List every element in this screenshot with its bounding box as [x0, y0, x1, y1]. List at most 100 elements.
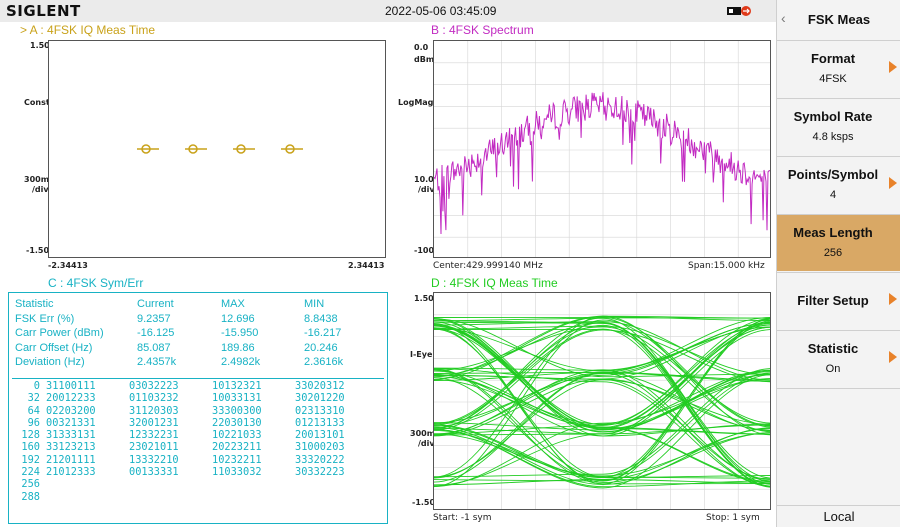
panel-b-y-label-scale: LogMag [398, 98, 434, 107]
eye-trace [434, 424, 770, 479]
eye-trace [434, 429, 770, 479]
eye-trace [434, 368, 770, 487]
eye-trace [434, 374, 770, 480]
symbol-group: 03032223 [129, 380, 179, 392]
spectrum-center-frequency: Center:429.999140 MHz [433, 261, 543, 271]
stat-max: 12.696 [221, 312, 255, 325]
symbol-group: 20223211 [212, 441, 262, 454]
constellation-plot[interactable] [48, 40, 386, 258]
symbol-group: 12332231 [129, 429, 179, 442]
eye-trace [434, 325, 770, 433]
panel-a-y-label-scale: Const [24, 98, 50, 107]
symbol-group: 31000203 [295, 441, 345, 454]
constellation-svg [137, 144, 303, 154]
stat-name: FSK Err (%) [15, 312, 75, 325]
symbol-group: 10132321 [212, 380, 262, 392]
stat-max: 189.86 [221, 341, 255, 354]
panel-d-y-top: 1.50 [414, 294, 434, 303]
panel-c-title: C : 4FSK Sym/Err [48, 276, 144, 290]
menu-header[interactable]: ‹ FSK Meas [777, 0, 900, 40]
softkey-statistic[interactable]: Statistic On [777, 330, 900, 387]
panel-a-y-label-div: 300m [24, 175, 50, 184]
eye-trace [434, 318, 770, 435]
eye-trace [434, 324, 770, 488]
symbol-group: 21201111 [46, 453, 96, 466]
eye-trace [434, 318, 770, 378]
softkey-meas-length[interactable]: Meas Length 256 [777, 214, 900, 271]
status-local: Local [777, 505, 900, 527]
chevron-left-icon[interactable]: ‹ [781, 10, 786, 26]
eye-trace [434, 371, 770, 381]
symbol-group: 10033131 [212, 392, 262, 405]
symbol-group: 22030130 [212, 416, 262, 429]
arrow-right-icon [889, 177, 897, 189]
symbol-index: 160 [21, 441, 40, 454]
eye-trace [434, 378, 770, 487]
symbol-group: 33320222 [295, 453, 345, 466]
panel-a-title: > A : 4FSK IQ Meas Time [20, 23, 156, 37]
softkey-points-per-symbol[interactable]: Points/Symbol 4 [777, 156, 900, 213]
symbol-index: 32 [27, 392, 40, 405]
stat-name: Carr Offset (Hz) [15, 341, 93, 354]
symbol-group: 21012333 [46, 466, 96, 479]
stat-header-current: Current [137, 298, 174, 310]
spectrum-trace [434, 92, 770, 235]
panel-d-eye-diagram[interactable]: D : 4FSK IQ Meas Time 1.50 I-Eye 300m /d… [388, 274, 776, 527]
softkey-empty [777, 388, 900, 505]
symbol-group: 10232211 [212, 453, 262, 466]
softkey-menu: ‹ FSK Meas Format 4FSK Symbol Rate 4.8 k… [776, 0, 900, 527]
softkey-value: 4 [829, 189, 837, 201]
arrow-right-icon [889, 351, 897, 363]
symbol-group: 02203200 [46, 404, 96, 417]
symbol-group: 11033032 [212, 466, 262, 479]
top-status-bar: SIGLENT 2022-05-06 03:45:09 [0, 0, 776, 22]
symbol-group: 32001231 [129, 416, 179, 429]
eye-trace [434, 370, 770, 483]
eye-diagram-plot[interactable] [433, 292, 771, 510]
panel-a-y-label-unit: /div [32, 185, 49, 194]
softkey-symbol-rate[interactable]: Symbol Rate 4.8 ksps [777, 98, 900, 155]
panel-d-title: D : 4FSK IQ Meas Time [431, 276, 558, 290]
softkey-value: On [825, 363, 841, 375]
stat-current: 85.087 [137, 341, 171, 354]
panel-d-y-bottom: -1.50 [412, 498, 436, 507]
panel-a-x-right: 2.34413 [348, 261, 385, 270]
symbol-index: 192 [21, 453, 40, 466]
spectrum-svg [434, 41, 770, 257]
symbol-group: 01213133 [295, 416, 345, 429]
panel-b-spectrum[interactable]: B : 4FSK Spectrum 0.0 dBm LogMag 10.0 /d… [388, 22, 776, 290]
softkey-format[interactable]: Format 4FSK [777, 40, 900, 97]
spectrum-plot[interactable] [433, 40, 771, 258]
panel-a-x-left: -2.34413 [48, 261, 88, 270]
symbol-group: 31333131 [46, 429, 96, 442]
symbol-group: 30201220 [295, 392, 345, 405]
panel-c-sym-err[interactable]: C : 4FSK Sym/Err [0, 274, 388, 527]
stat-current: -16.125 [137, 327, 175, 339]
eye-start: Start: -1 sym [433, 513, 492, 523]
menu-title: FSK Meas [807, 12, 871, 27]
panel-a-y-bottom: -1.50 [26, 246, 50, 255]
eye-trace [434, 425, 770, 480]
panel-b-title: B : 4FSK Spectrum [431, 23, 534, 37]
eye-trace [434, 372, 770, 427]
softkey-label: Symbol Rate [793, 109, 873, 124]
symbol-group: 33300300 [212, 404, 262, 417]
panel-b-y-bottom: -100 [414, 246, 435, 255]
eye-trace [434, 325, 770, 376]
symbol-index: 256 [21, 478, 40, 491]
eye-trace [434, 323, 770, 485]
eye-trace [434, 316, 770, 380]
arrow-right-icon [889, 61, 897, 73]
eye-trace [434, 328, 770, 430]
eye-trace [434, 318, 770, 437]
symbol-group: 31120303 [129, 404, 179, 417]
symbol-group: 20012233 [46, 392, 96, 405]
softkey-label: Points/Symbol [787, 167, 879, 182]
softkey-filter-setup[interactable]: Filter Setup [777, 272, 900, 329]
panel-a-iq-meas-time[interactable]: > A : 4FSK IQ Meas Time 1.50 Const 300m … [0, 22, 388, 290]
symbol-group: 33123213 [46, 441, 96, 454]
stat-current: 2.4357k [137, 356, 177, 368]
softkey-value: 4FSK [819, 73, 847, 85]
symbol-index: 288 [21, 490, 40, 503]
brand-logo: SIGLENT [6, 2, 81, 20]
